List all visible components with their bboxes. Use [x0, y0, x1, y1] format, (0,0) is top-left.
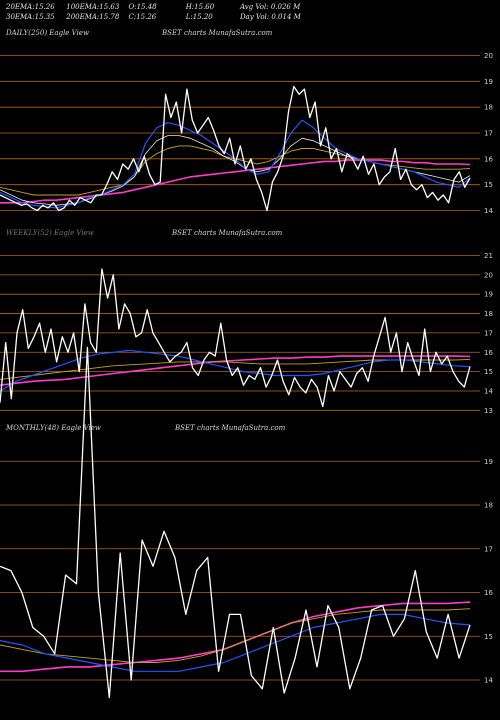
ema20-readout: 20EMA:15.26: [6, 3, 55, 11]
y-tick-label: 16: [484, 589, 493, 597]
ema100-readout: 100EMA:15.63: [66, 3, 120, 11]
series-line-ema100: [0, 608, 471, 663]
y-tick-label: 14: [484, 387, 493, 395]
ema200-readout: 200EMA:15.78: [66, 13, 120, 21]
y-tick-label: 15: [484, 181, 493, 189]
weekly-panel-watermark: BSET charts MunafaSutra.com: [172, 229, 283, 237]
y-tick-label: 14: [484, 207, 493, 215]
series-line-price: [0, 346, 471, 699]
monthly-panel-title: MONTHLY(48) Eagle View: [6, 424, 101, 432]
series-line-ema20: [0, 613, 471, 672]
header-row-1: 20EMA:15.26 100EMA:15.63 O:15.48 H:15.60…: [6, 3, 300, 11]
monthly-panel-watermark: BSET charts MunafaSutra.com: [175, 424, 286, 432]
series-line-ema200: [0, 601, 471, 673]
y-tick-label: 18: [484, 310, 493, 318]
y-tick-label: 21: [484, 252, 493, 260]
monthly48-panel: 19 18 17 16 15 14: [0, 346, 493, 699]
daily-panel-watermark: BSET charts MunafaSutra.com: [162, 29, 273, 37]
y-tick-label: 16: [484, 155, 493, 163]
low-readout: L:15.20: [185, 13, 213, 21]
y-tick-label: 15: [484, 633, 493, 641]
series-line-price: [0, 268, 471, 408]
daily250-panel: 20 19 18 17 16 15 14: [0, 52, 493, 215]
y-tick-label: 19: [484, 458, 493, 466]
y-tick-label: 20: [484, 52, 493, 60]
series-line-price: [0, 85, 471, 212]
series-line-ema20: [0, 349, 471, 392]
header-row-2: 30EMA:15.35 200EMA:15.78 C:15.26 L:15.20…: [6, 13, 301, 21]
weekly52-panel: 21 20 19 18 17 16 15 14 13: [0, 252, 493, 415]
close-readout: C:15.26: [128, 13, 157, 21]
y-tick-label: 17: [484, 545, 493, 553]
high-readout: H:15.60: [185, 3, 215, 11]
ema30-readout: 30EMA:15.35: [6, 13, 55, 21]
daily-panel-title: DAILY(250) Eagle View: [6, 29, 89, 37]
open-readout: O:15.48: [128, 3, 157, 11]
y-tick-label: 15: [484, 368, 493, 376]
y-tick-label: 18: [484, 104, 493, 112]
y-tick-label: 18: [484, 502, 493, 510]
day-vol-readout: Day Vol: 0.014 M: [239, 13, 301, 21]
avg-vol-readout: Avg Vol: 0.026 M: [239, 3, 301, 11]
y-tick-label: 19: [484, 78, 493, 86]
y-tick-label: 17: [484, 329, 493, 337]
y-tick-label: 13: [484, 407, 493, 415]
series-line-ema200: [0, 355, 471, 386]
weekly-panel-title: WEEKLY(52) Eagle View: [6, 229, 94, 237]
y-tick-label: 19: [484, 291, 493, 299]
y-tick-label: 17: [484, 130, 493, 138]
y-tick-label: 16: [484, 349, 493, 357]
y-tick-label: 20: [484, 271, 493, 279]
y-tick-label: 14: [484, 677, 493, 685]
